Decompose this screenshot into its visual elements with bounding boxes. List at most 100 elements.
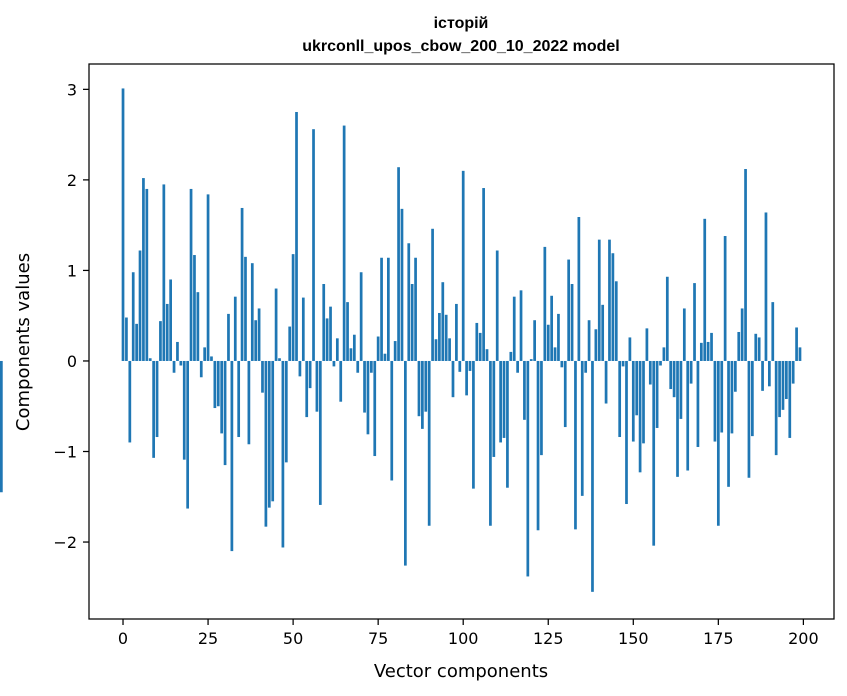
bar-component-184 [747, 360, 751, 478]
x-tick-label: 200 [788, 629, 819, 648]
bar-component-182 [740, 308, 744, 361]
bar-component-187 [757, 337, 761, 361]
bar-component-59 [322, 284, 326, 361]
bar-component-135 [580, 360, 584, 496]
bar-component-156 [652, 360, 656, 546]
x-tick-label: 150 [618, 629, 649, 648]
bar-component-41 [261, 360, 264, 393]
bar-component-121 [533, 320, 536, 361]
bar-component-75 [376, 336, 380, 361]
bar-component-132 [570, 284, 574, 361]
bar-component-15 [172, 360, 176, 373]
bar-component-115 [512, 296, 516, 361]
bar-component-64 [339, 360, 343, 402]
bar-component-131 [567, 259, 571, 361]
x-tick-label: 0 [118, 629, 128, 648]
bar-component-141 [601, 304, 605, 361]
bar-component-106 [482, 188, 485, 361]
bars-group [0, 88, 802, 592]
bar-component-27 [213, 360, 217, 409]
bar-component-108 [489, 360, 492, 526]
bar-component-8 [148, 358, 152, 361]
x-axis-label: Vector components [374, 661, 548, 682]
bar-component-18 [182, 360, 186, 460]
bar-component-134 [577, 217, 581, 361]
bar-component-130 [563, 360, 567, 428]
x-tick-label: 175 [703, 629, 734, 648]
bar-component-68 [352, 334, 356, 361]
bar-component-81 [397, 167, 400, 361]
bar-component-83 [404, 360, 407, 566]
bar-component-46 [278, 358, 281, 361]
bar-component-38 [250, 263, 254, 361]
bar-component-85 [410, 284, 414, 361]
bar-component-88 [421, 360, 424, 429]
bar-component-42 [264, 360, 268, 527]
bar-component-77 [383, 353, 387, 361]
bar-component-30 [223, 360, 227, 466]
bar-component-175 [716, 360, 720, 526]
bar-component-44 [271, 360, 275, 502]
bar-component-74 [373, 360, 377, 457]
bar-component-193 [778, 360, 781, 418]
bar-component-62 [332, 360, 336, 367]
bar-component-188 [761, 360, 764, 391]
bar-component-65 [342, 125, 346, 361]
bar-component-123 [540, 360, 543, 456]
bar-component-66 [346, 302, 349, 361]
bar-component-172 [706, 341, 710, 361]
y-tick-label: −2 [53, 533, 77, 552]
bar-component-20 [189, 188, 193, 361]
x-tick-label: 25 [198, 629, 218, 648]
bar-component-157 [655, 360, 659, 428]
bar-component-165 [682, 308, 686, 361]
bar-component-21 [193, 255, 196, 361]
bar-component-57 [315, 360, 319, 412]
bar-component-4 [135, 323, 138, 361]
y-tick-label: −1 [53, 443, 77, 462]
bar-component-67 [349, 348, 353, 361]
bar-component-78 [387, 257, 390, 361]
bar-component-126 [550, 295, 554, 361]
x-tick-label: 125 [533, 629, 564, 648]
bar-component-190 [768, 360, 771, 387]
bar-component-16 [176, 341, 179, 361]
bar-component-94 [441, 282, 445, 361]
bar-component-159 [662, 347, 666, 361]
bar-component-95 [444, 314, 448, 361]
bar-component-122 [536, 360, 540, 531]
bar-component-96 [448, 338, 451, 361]
bar-component-91 [431, 228, 434, 361]
bar-component-178 [727, 360, 730, 487]
bar-component-32 [230, 360, 234, 552]
bar-component-164 [679, 360, 683, 419]
y-tick-label: 2 [67, 171, 77, 190]
bar-component-92 [434, 339, 438, 361]
bar-component-118 [523, 360, 526, 420]
bar-component-34 [237, 360, 241, 438]
bar-component-111 [499, 360, 502, 443]
x-tick-label: 50 [283, 629, 303, 648]
bar-component-167 [689, 360, 693, 384]
y-tick-label: 1 [67, 261, 77, 280]
bar-component-149 [628, 337, 632, 361]
bar-component-26 [210, 356, 213, 361]
bar-component-9 [152, 360, 155, 458]
bar-component-133 [574, 360, 577, 530]
bar-component-199 [798, 347, 802, 361]
bar-component-0 [121, 88, 125, 361]
bar-component-136 [584, 360, 588, 373]
bar-component-22 [196, 292, 200, 361]
bar-component-98 [455, 303, 458, 361]
bar-component-155 [648, 360, 652, 385]
bar-component-48 [284, 360, 288, 463]
bar-component-176 [720, 360, 724, 433]
bar-component-163 [676, 360, 679, 477]
bar-component-129 [560, 360, 564, 368]
bar-component-undefined [0, 360, 3, 493]
bar-component-173 [710, 332, 713, 361]
bar-component-50 [291, 254, 295, 361]
bar-component-5 [138, 250, 142, 361]
bar-component-71 [363, 360, 366, 413]
bar-component-143 [608, 239, 611, 361]
